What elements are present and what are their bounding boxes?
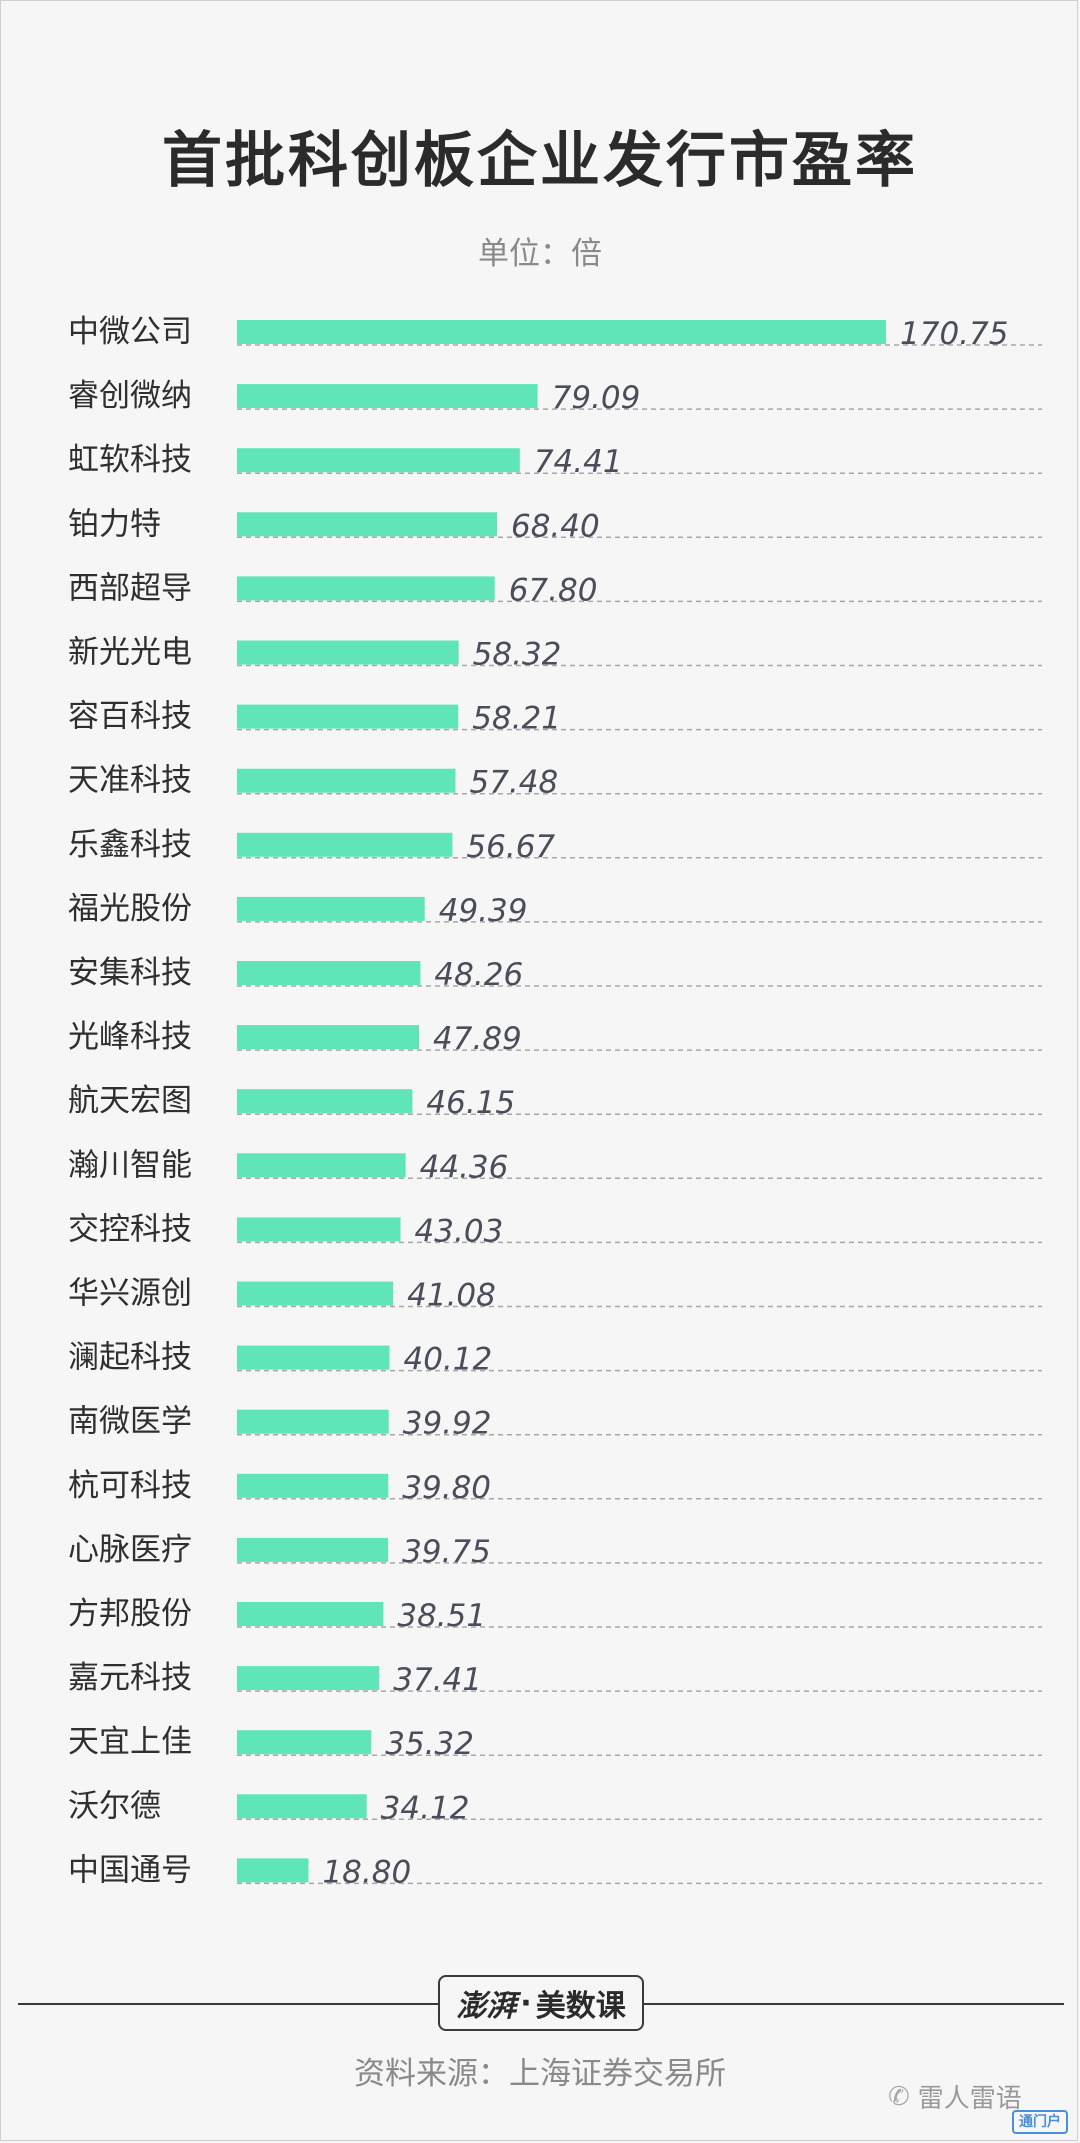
value-label: 48.26 [434, 957, 523, 993]
bar [237, 1858, 309, 1883]
bar [237, 1730, 372, 1755]
category-label: 航天宏图 [68, 1083, 192, 1119]
bar [237, 704, 459, 729]
watermark: ✆ 雷人雷语 [888, 2078, 1022, 2115]
category-label: 睿创微纳 [68, 378, 192, 414]
category-label: 虹软科技 [68, 442, 192, 478]
value-label: 39.80 [402, 1470, 491, 1506]
category-label: 交控科技 [68, 1211, 192, 1247]
category-label: 中微公司 [68, 314, 192, 350]
value-label: 38.51 [397, 1598, 486, 1634]
bar [237, 1537, 389, 1562]
bar [237, 640, 459, 665]
category-label: 新光光电 [68, 635, 192, 671]
category-label: 安集科技 [68, 955, 192, 991]
bar [237, 1666, 380, 1691]
category-label: 乐鑫科技 [68, 827, 192, 863]
bar [237, 1281, 394, 1306]
bar [237, 1025, 420, 1050]
category-label: 铂力特 [68, 506, 161, 542]
watermark-text: 雷人雷语 [917, 2084, 1022, 2114]
value-label: 44.36 [420, 1149, 509, 1185]
value-label: 79.09 [552, 380, 641, 416]
brand-script: 澎湃 [456, 1989, 517, 2024]
value-label: 47.89 [433, 1021, 522, 1057]
bar [237, 768, 456, 793]
category-label: 西部超导 [68, 570, 192, 606]
value-label: 46.15 [426, 1085, 515, 1121]
category-label: 容百科技 [68, 699, 192, 735]
value-label: 68.40 [511, 508, 600, 544]
value-label: 56.67 [466, 829, 555, 865]
footer-divider-left [18, 2003, 438, 2005]
chart-title: 首批科创板企业发行市盈率 [162, 126, 918, 196]
bar [237, 1217, 401, 1242]
value-label: 67.80 [509, 572, 598, 608]
bar [237, 1473, 389, 1498]
category-label: 方邦股份 [68, 1596, 192, 1632]
category-label: 南微医学 [68, 1404, 192, 1440]
value-label: 39.92 [403, 1406, 492, 1442]
value-label: 170.75 [900, 316, 1008, 352]
bar [237, 1794, 367, 1819]
footer-divider-right [644, 2003, 1064, 2005]
value-label: 37.41 [393, 1662, 482, 1698]
value-label: 57.48 [469, 765, 558, 801]
category-label: 杭可科技 [68, 1468, 192, 1504]
unit-label: 单位：倍 [478, 236, 602, 272]
wechat-icon: ✆ [888, 2081, 910, 2112]
bar [237, 1089, 413, 1114]
category-label: 天宜上佳 [68, 1724, 192, 1760]
category-label: 中国通号 [68, 1852, 192, 1888]
bar [237, 896, 425, 921]
bar [237, 1345, 390, 1370]
value-label: 74.41 [534, 444, 623, 480]
bar [237, 448, 520, 473]
bar [237, 832, 453, 857]
source-note: 资料来源：上海证券交易所 [354, 2056, 726, 2092]
category-label: 光峰科技 [68, 1019, 192, 1055]
value-label: 49.39 [439, 893, 528, 929]
bar [237, 384, 538, 409]
bar [237, 1602, 384, 1626]
category-label: 福光股份 [68, 891, 192, 927]
value-label: 18.80 [322, 1854, 411, 1890]
category-label: 沃尔德 [68, 1788, 161, 1824]
watermark-logo: 通门户 [1012, 2110, 1068, 2134]
value-label: 39.75 [402, 1534, 491, 1570]
value-label: 58.21 [472, 701, 561, 737]
value-label: 41.08 [407, 1278, 496, 1314]
value-label: 40.12 [403, 1342, 492, 1378]
bar [237, 1409, 389, 1434]
bar [237, 961, 421, 985]
category-label: 华兴源创 [68, 1276, 192, 1312]
bar [237, 576, 495, 601]
value-label: 35.32 [385, 1726, 474, 1762]
brand-separator: · [520, 1985, 532, 2021]
brand-name: 美数课 [535, 1989, 626, 2024]
category-label: 澜起科技 [68, 1340, 192, 1376]
bar [237, 512, 497, 537]
value-label: 34.12 [381, 1790, 470, 1826]
bar [237, 1153, 406, 1178]
value-label: 58.32 [473, 637, 562, 673]
category-label: 嘉元科技 [68, 1660, 192, 1696]
category-label: 天准科技 [68, 763, 192, 799]
value-label: 43.03 [415, 1213, 504, 1249]
category-label: 瀚川智能 [68, 1147, 192, 1183]
brand-logo: 澎湃 · 美数课 [438, 1975, 644, 2031]
bar [237, 320, 886, 344]
bar-chart: 中微公司 170.75 睿创微纳 79.09 虹软科技 74.41 铂力特 68.40 西部超导… [68, 314, 1042, 1890]
category-label: 心脉医疗 [68, 1532, 192, 1568]
